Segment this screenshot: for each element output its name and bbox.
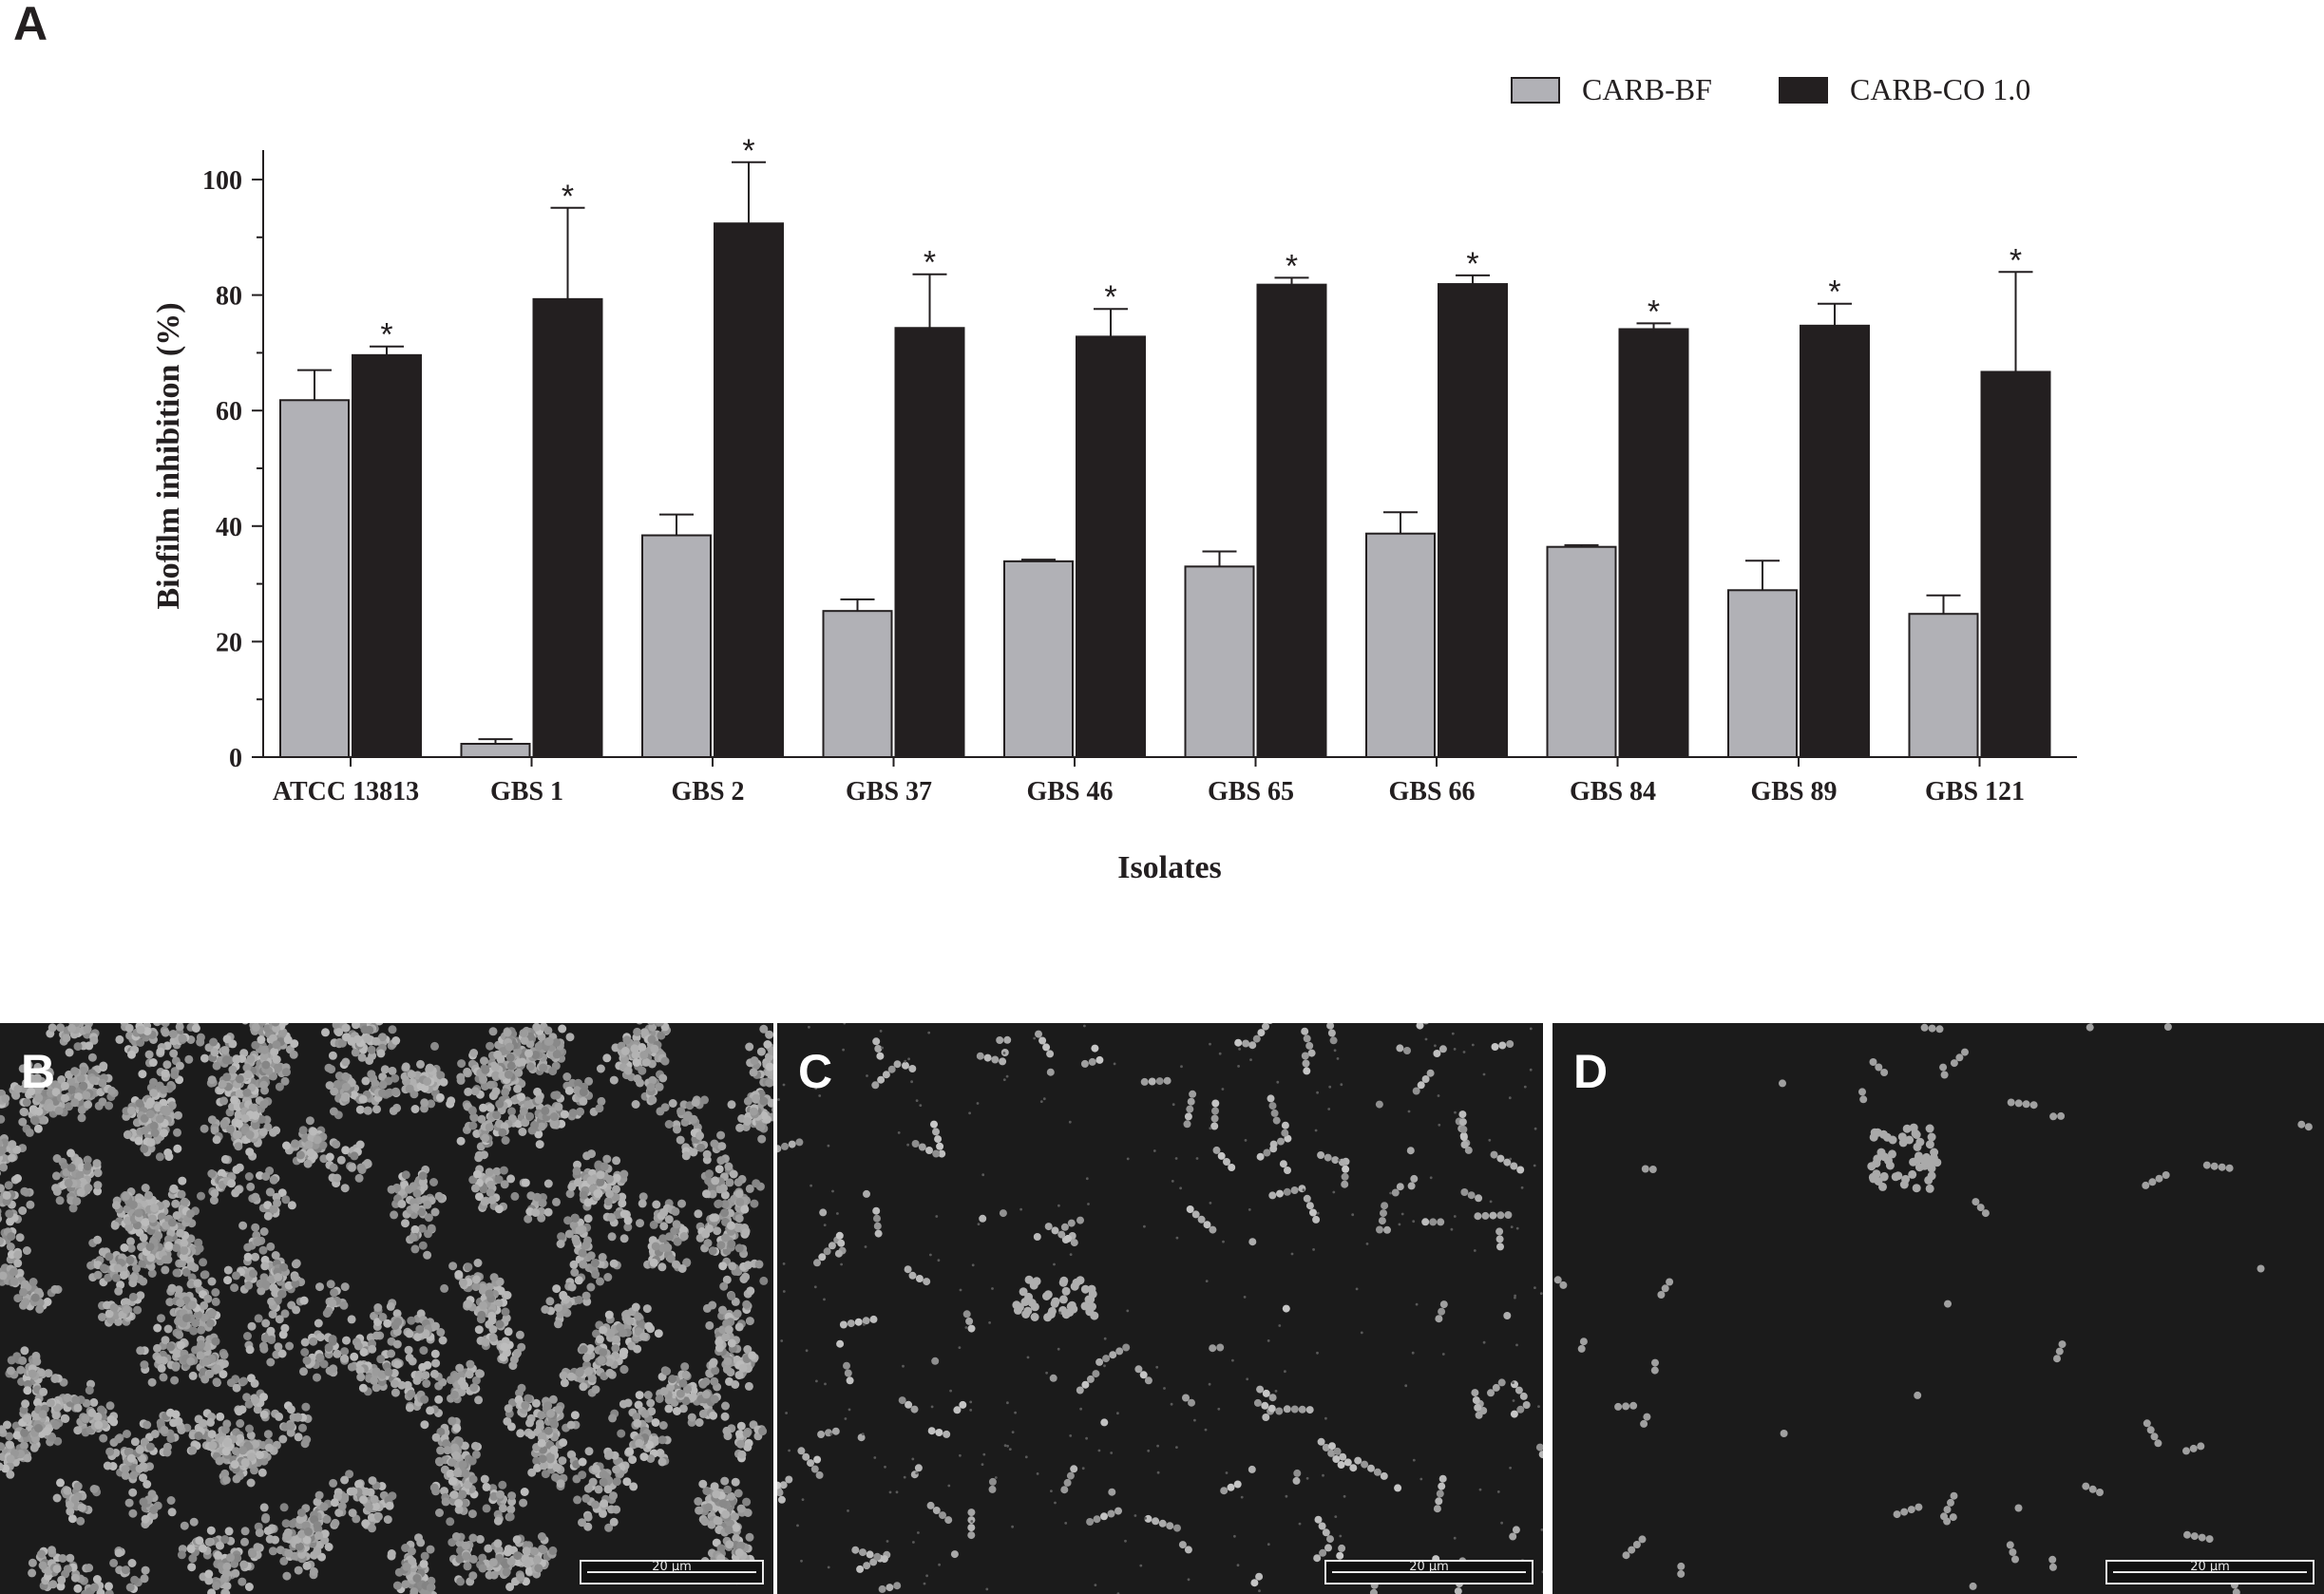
bar — [279, 399, 350, 758]
bar — [1800, 324, 1870, 758]
significance-marker: * — [380, 317, 392, 353]
legend-label: CARB-BF — [1582, 72, 1712, 106]
sem-image-c: C 20 μm — [777, 1023, 1543, 1594]
significance-marker: * — [562, 179, 574, 215]
x-tick-label: GBS 84 — [1570, 777, 1656, 806]
bar — [1076, 335, 1146, 758]
y-tick-label: 60 — [216, 397, 242, 427]
legend-label: CARB-CO 1.0 — [1850, 72, 2030, 106]
bar-chart: 0 20 40 60 80 100 Biofilm inhibition (%) Isolat… — [151, 72, 2077, 885]
bar — [1438, 283, 1508, 758]
sem-image-b: B 20 μm — [0, 1023, 773, 1594]
bar — [641, 534, 712, 759]
significance-marker: * — [1286, 248, 1298, 284]
panel-label-d: D — [1573, 1045, 1609, 1098]
bar — [714, 222, 784, 758]
x-tick-label: GBS 37 — [846, 777, 932, 806]
y-tick-label: 20 — [216, 628, 242, 657]
significance-marker: * — [1466, 246, 1478, 282]
bar — [1003, 560, 1074, 758]
legend-swatch — [1779, 77, 1828, 104]
x-tick-label: GBS 65 — [1208, 777, 1294, 806]
panel-label-a: A — [13, 0, 48, 50]
bar — [1256, 283, 1327, 758]
bar — [1980, 370, 2051, 758]
x-tick-label: GBS 121 — [1925, 777, 2025, 806]
chart-legend: CARB-BF CARB-CO 1.0 — [1511, 72, 2030, 106]
bar — [1618, 328, 1689, 758]
scale-bar-c: 20 μm — [1324, 1560, 1533, 1585]
significance-marker: * — [742, 133, 754, 169]
y-axis-title: Biofilm inhibition (%) — [151, 302, 186, 609]
scale-bar-b: 20 μm — [580, 1560, 764, 1585]
bar — [1727, 589, 1798, 759]
scale-bar-label-d: 20 μm — [2190, 1560, 2230, 1574]
y-tick-label: 100 — [202, 166, 242, 196]
bar — [532, 297, 603, 758]
significance-marker: * — [2010, 242, 2022, 278]
bar — [894, 327, 965, 758]
bar — [1184, 565, 1255, 758]
y-tick-label: 0 — [229, 744, 242, 773]
scale-bar-d: 20 μm — [2105, 1560, 2314, 1585]
scale-bar-label-c: 20 μm — [1409, 1560, 1449, 1574]
x-tick-label: GBS 1 — [490, 777, 563, 806]
bar — [822, 610, 893, 759]
x-tick-label: GBS 46 — [1026, 777, 1113, 806]
y-tick-label: 40 — [216, 513, 242, 542]
bar — [1546, 545, 1617, 758]
x-tick-label: GBS 66 — [1388, 777, 1475, 806]
bar — [352, 353, 422, 758]
chart-axes: 0 20 40 60 80 100 Biofilm inhibition (%) Isolat… — [151, 150, 2077, 885]
bar — [1908, 613, 1979, 758]
x-tick-label: GBS 89 — [1750, 777, 1837, 806]
chart-bars: * * * * * * * * * * — [279, 133, 2051, 759]
scale-bar-label-b: 20 μm — [652, 1560, 692, 1574]
significance-marker: * — [924, 245, 936, 281]
panel-label-c: C — [798, 1045, 833, 1098]
y-tick-label: 80 — [216, 282, 242, 312]
panel-label-b: B — [21, 1045, 56, 1098]
x-tick-label: GBS 2 — [671, 777, 744, 806]
x-tick-label: ATCC 13813 — [273, 777, 419, 806]
significance-marker: * — [1648, 294, 1660, 330]
legend-swatch — [1511, 77, 1560, 104]
significance-marker: * — [1828, 275, 1840, 311]
sem-image-d: D 20 μm — [1553, 1023, 2324, 1594]
bar — [1365, 532, 1436, 758]
x-axis-title: Isolates — [1117, 850, 1222, 885]
bar — [460, 743, 531, 758]
significance-marker: * — [1104, 279, 1116, 315]
